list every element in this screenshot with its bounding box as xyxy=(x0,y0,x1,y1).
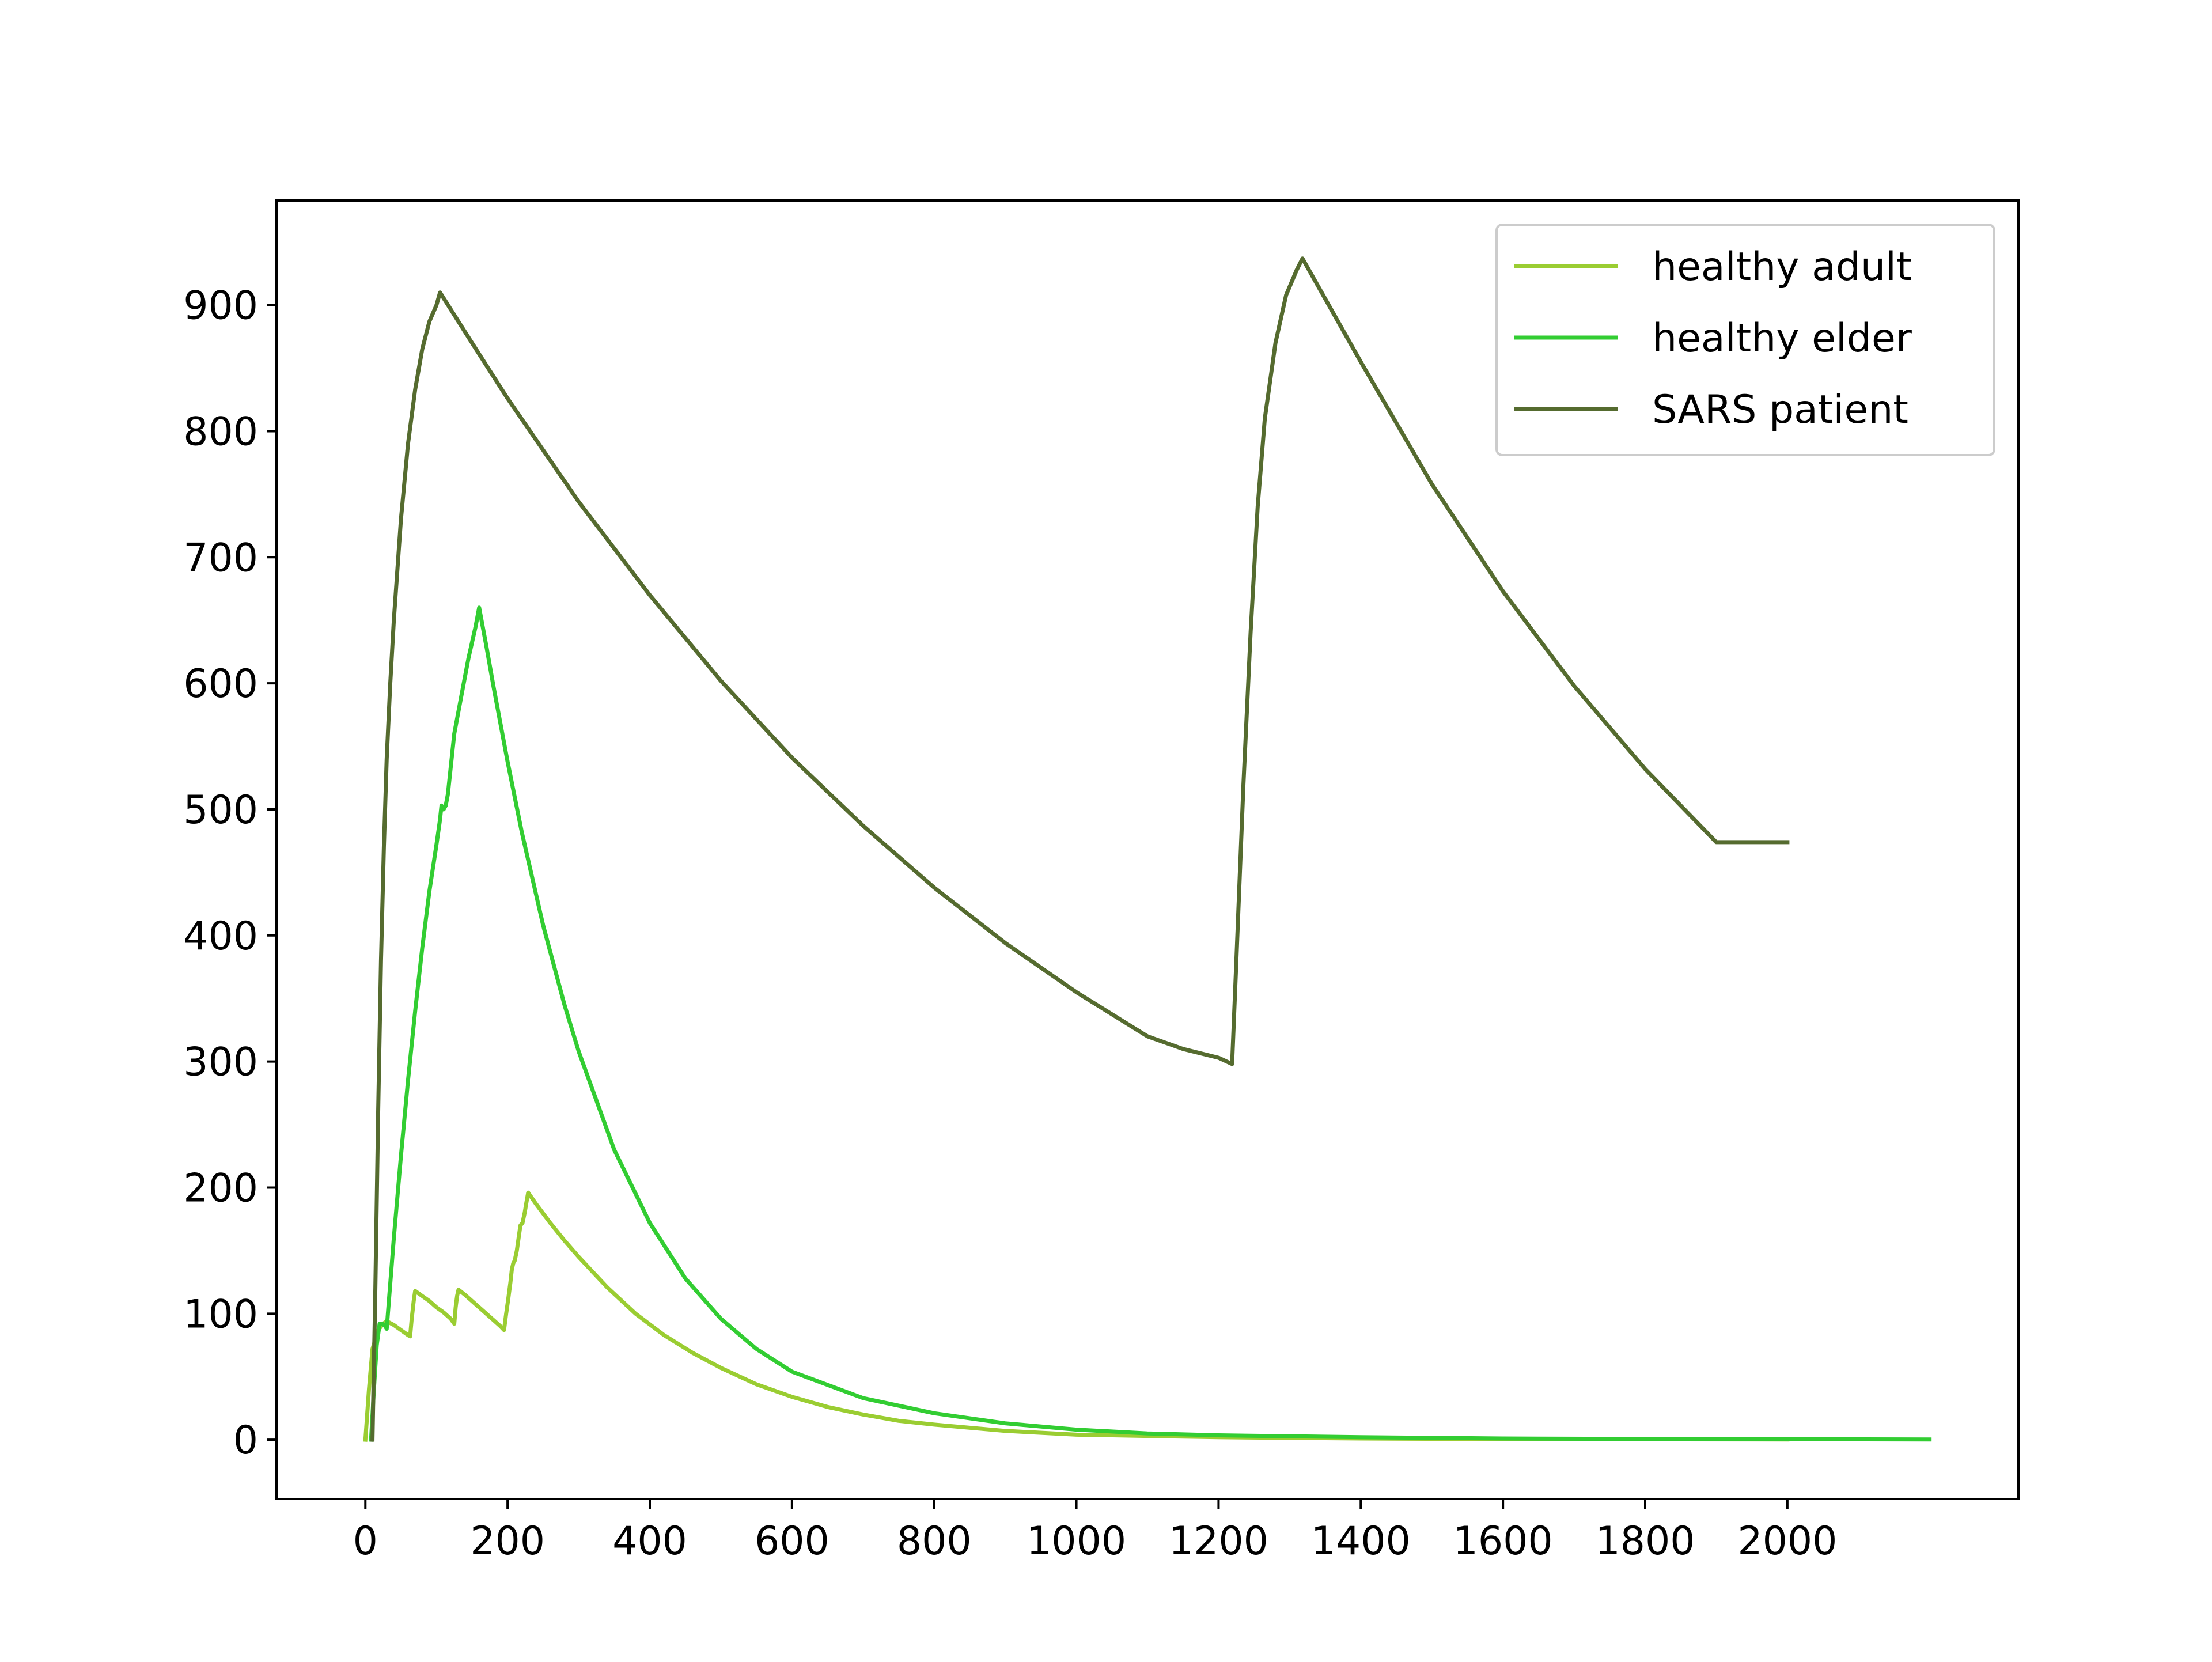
series-line-0 xyxy=(363,1190,1790,1442)
x-tick-label: 1200 xyxy=(1169,1519,1268,1564)
x-tick-label: 600 xyxy=(755,1519,830,1564)
x-tick-label: 800 xyxy=(897,1519,972,1564)
legend-label: healthy elder xyxy=(1652,316,1912,361)
x-axis: 0 200 400 600 800 1000 1200 1400 1600 1800 2000 xyxy=(353,1499,1837,1564)
series-layer xyxy=(363,256,1932,1442)
y-tick-label: 900 xyxy=(183,283,258,329)
y-tick-label: 100 xyxy=(183,1292,258,1337)
y-tick-label: 300 xyxy=(183,1040,258,1085)
x-tick-label: 1600 xyxy=(1453,1519,1553,1564)
y-tick-label: 800 xyxy=(183,409,258,455)
legend-box xyxy=(1495,224,1995,456)
y-tick-label: 400 xyxy=(183,914,258,959)
x-tick-label: 1800 xyxy=(1595,1519,1695,1564)
y-axis: 0 100 200 300 400 500 600 700 800 900 xyxy=(183,283,276,1463)
x-tick-label: 0 xyxy=(353,1519,378,1564)
legend-label: healthy adult xyxy=(1652,244,1912,290)
x-tick-label: 2000 xyxy=(1737,1519,1837,1564)
y-tick-label: 700 xyxy=(183,535,258,581)
y-tick-label: 0 xyxy=(233,1418,258,1463)
y-tick-label: 600 xyxy=(183,661,258,707)
x-tick-label: 1400 xyxy=(1311,1519,1411,1564)
series-line-2 xyxy=(370,256,1790,1442)
x-tick-label: 1000 xyxy=(1027,1519,1126,1564)
legend-label: SARS patient xyxy=(1652,387,1908,433)
y-tick-label: 500 xyxy=(183,788,258,833)
y-tick-label: 200 xyxy=(183,1165,258,1211)
x-tick-label: 400 xyxy=(612,1519,687,1564)
x-tick-label: 200 xyxy=(470,1519,545,1564)
series-line-1 xyxy=(369,605,1932,1442)
plot-frame xyxy=(275,199,2020,1500)
legend: healthy adult healthy elder SARS patient xyxy=(1495,224,1995,456)
